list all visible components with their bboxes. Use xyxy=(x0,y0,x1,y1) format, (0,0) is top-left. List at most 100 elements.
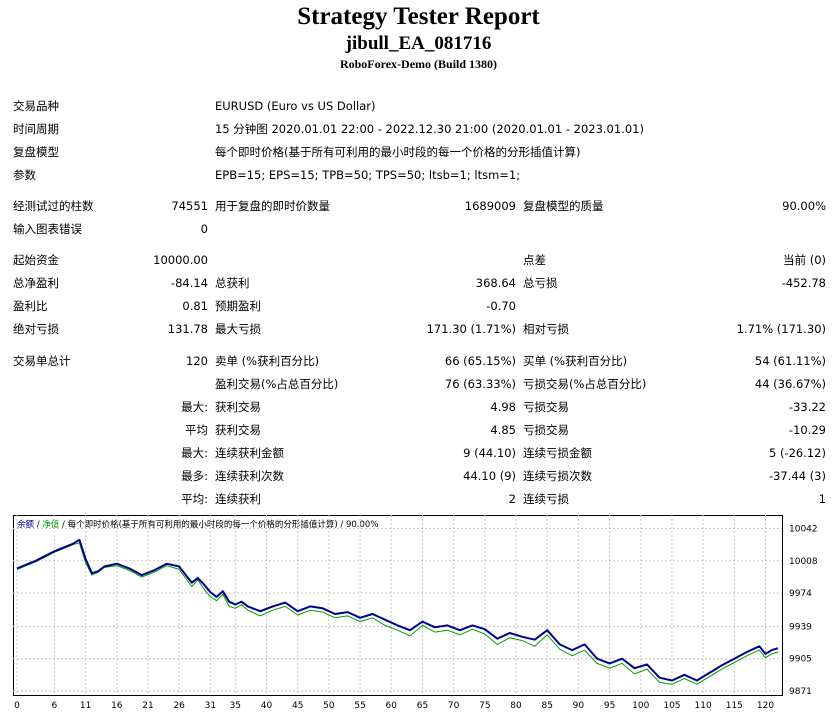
model-value: 每个即时价格(基于所有可利用的最小时段的每一个价格的分形插值计算) xyxy=(215,145,581,159)
y-tick-label: 9939 xyxy=(789,622,812,632)
x-tick-label: 75 xyxy=(479,701,490,711)
x-tick-label: 105 xyxy=(663,701,680,711)
balance-line xyxy=(16,538,779,682)
x-tick-label: 120 xyxy=(757,701,774,711)
legend-balance: 余额 xyxy=(17,519,35,530)
max-consec-wins-label: 连续获利金额 xyxy=(215,446,284,460)
parameters-value: EPB=15; EPS=15; TPB=50; TPS=50; ltsb=1; … xyxy=(215,168,521,182)
bars-value: 74551 xyxy=(171,199,208,213)
x-tick-label: 80 xyxy=(510,701,522,711)
profit-trades-label: 盈利交易(%占总百分比) xyxy=(215,377,339,391)
gross-profit-label: 总获利 xyxy=(215,276,250,290)
period-value: 15 分钟图 2020.01.01 22:00 - 2022.12.30 21:… xyxy=(215,122,644,136)
x-tick-label: 45 xyxy=(292,701,303,711)
x-tick-label: 50 xyxy=(323,701,335,711)
loss-trades-value: 44 (36.67%) xyxy=(754,377,826,391)
profit-factor-value: 0.81 xyxy=(182,299,208,313)
legend-equity: 净值 xyxy=(42,519,60,530)
avg-loss-value: -10.29 xyxy=(788,423,826,437)
rel-drawdown-value: 1.71% (171.30) xyxy=(736,322,826,336)
x-tick-label: 26 xyxy=(173,701,185,711)
bars-label: 经测试过的柱数 xyxy=(13,199,94,213)
rel-drawdown-label: 相对亏损 xyxy=(523,322,569,336)
quality-value: 90.00% xyxy=(782,199,826,213)
largest-profit-value: 4.98 xyxy=(490,400,516,414)
abs-drawdown-label: 绝对亏损 xyxy=(13,322,59,336)
short-positions-label: 卖单 (%获利百分比) xyxy=(215,354,320,368)
initial-deposit-label: 起始资金 xyxy=(13,253,59,267)
long-positions-label: 买单 (%获利百分比) xyxy=(523,354,628,368)
model-label: 复盘模型 xyxy=(13,145,59,159)
ea-name: jibull_EA_081716 xyxy=(345,33,492,54)
x-tick-label: 16 xyxy=(111,701,123,711)
max-drawdown-label: 最大亏损 xyxy=(215,322,261,336)
net-profit-value: -84.14 xyxy=(170,276,208,290)
x-tick-label: 90 xyxy=(573,701,585,711)
net-profit-label: 总净盈利 xyxy=(13,276,59,290)
max-drawdown-value: 171.30 (1.71%) xyxy=(426,322,516,336)
gross-loss-label: 总亏损 xyxy=(523,276,558,290)
y-tick-label: 9871 xyxy=(789,687,812,697)
ticks-value: 1689009 xyxy=(464,199,516,213)
x-tick-label: 60 xyxy=(386,701,398,711)
loss-trades-label: 亏损交易(%占总百分比) xyxy=(523,377,647,391)
maximal-consec-profit-label: 连续获利次数 xyxy=(215,469,284,483)
max-consec-wins-value: 9 (44.10) xyxy=(463,446,516,460)
largest-loss-value: -33.22 xyxy=(788,400,826,414)
period-label: 时间周期 xyxy=(13,122,59,136)
expected-payoff-label: 预期盈利 xyxy=(215,299,261,313)
average-prefix: 平均 xyxy=(185,423,208,437)
maximal-prefix: 最多: xyxy=(181,469,208,483)
avg-consec-prefix: 平均: xyxy=(181,492,208,506)
series xyxy=(16,538,779,685)
x-axis: 0 6 11 16 21 26 31 35 40 45 50 55 60 65 70 75 80 85 90 95 10… xyxy=(14,701,774,711)
server-build: RoboForex-Demo (Build 1380) xyxy=(339,57,498,71)
total-trades-label: 交易单总计 xyxy=(13,354,71,368)
avg-profit-value: 4.85 xyxy=(490,423,516,437)
x-tick-label: 110 xyxy=(695,701,712,711)
quality-label: 复盘模型的质量 xyxy=(523,199,604,213)
y-tick-label: 9905 xyxy=(789,655,812,665)
x-tick-label: 6 xyxy=(52,701,58,711)
grid xyxy=(13,515,782,695)
report-title: Strategy Tester Report xyxy=(297,3,540,30)
x-tick-label: 0 xyxy=(14,701,20,711)
avg-consec-wins-value: 2 xyxy=(508,492,516,506)
spread-value: 当前 (0) xyxy=(783,253,826,267)
ticks-label: 用于复盘的即时价数量 xyxy=(215,199,330,213)
chart-legend: 余额 / 净值 / 每个即时价格(基于所有可利用的最小时段的每一个价格的分形插值… xyxy=(17,519,378,530)
profit-trades-value: 76 (63.33%) xyxy=(444,377,516,391)
x-tick-label: 11 xyxy=(80,701,91,711)
maximal-consec-loss-label: 连续亏损次数 xyxy=(523,469,592,483)
avg-profit-label: 获利交易 xyxy=(215,423,261,437)
expected-payoff-value: -0.70 xyxy=(486,299,516,313)
errors-value: 0 xyxy=(200,222,208,236)
gross-profit-value: 368.64 xyxy=(475,276,516,290)
x-tick-label: 31 xyxy=(205,701,216,711)
largest-loss-label: 亏损交易 xyxy=(523,400,569,414)
y-axis: 10042 10008 9974 9939 9905 9871 xyxy=(789,525,818,697)
x-tick-label: 21 xyxy=(142,701,153,711)
plot-area xyxy=(13,515,783,696)
maximal-consec-profit-value: 44.10 (9) xyxy=(463,469,516,483)
largest-prefix: 最大: xyxy=(181,400,208,414)
avg-loss-label: 亏损交易 xyxy=(523,423,569,437)
parameters-label: 参数 xyxy=(13,168,36,182)
x-tick-label: 70 xyxy=(448,701,460,711)
avg-consec-losses-value: 1 xyxy=(818,492,826,506)
max-consec-prefix: 最大: xyxy=(181,446,208,460)
legend-sep: / xyxy=(34,520,42,530)
x-tick-label: 40 xyxy=(261,701,273,711)
x-tick-label: 85 xyxy=(541,701,552,711)
short-positions-value: 66 (65.15%) xyxy=(444,354,516,368)
x-tick-label: 95 xyxy=(604,701,615,711)
y-tick-label: 10008 xyxy=(789,557,818,567)
maximal-consec-loss-value: -37.44 (3) xyxy=(768,469,826,483)
balance-chart: 余额 / 净值 / 每个即时价格(基于所有可利用的最小时段的每一个价格的分形插值… xyxy=(13,515,833,714)
max-consec-losses-label: 连续亏损金额 xyxy=(523,446,592,460)
abs-drawdown-value: 131.78 xyxy=(167,322,208,336)
max-consec-losses-value: 5 (-26.12) xyxy=(768,446,826,460)
x-tick-label: 65 xyxy=(417,701,428,711)
long-positions-value: 54 (61.11%) xyxy=(754,354,826,368)
x-tick-label: 55 xyxy=(354,701,365,711)
